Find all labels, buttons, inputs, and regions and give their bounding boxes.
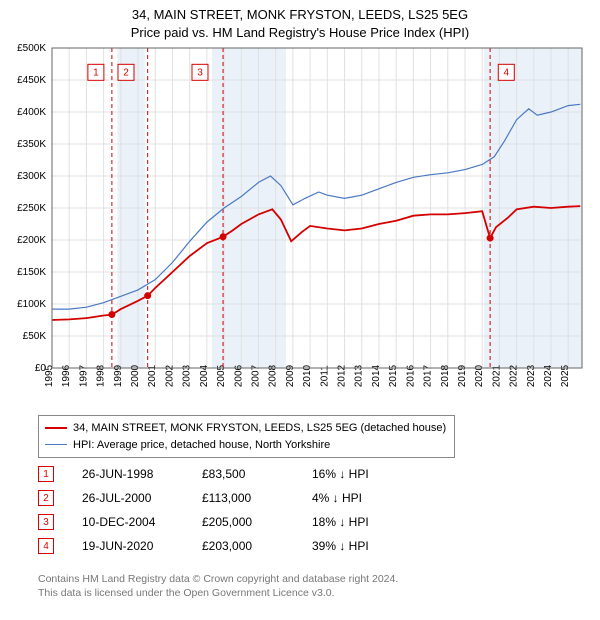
chart-area: £0£50K£100K£150K£200K£250K£300K£350K£400… (0, 42, 600, 407)
svg-text:3: 3 (197, 67, 203, 78)
svg-text:1: 1 (93, 67, 99, 78)
sales-table: 1 26-JUN-1998 £83,500 16% ↓ HPI 2 26-JUL… (38, 462, 442, 558)
sale-pct: 18% ↓ HPI (312, 515, 442, 529)
legend-row-property: 34, MAIN STREET, MONK FRYSTON, LEEDS, LS… (45, 420, 446, 437)
legend: 34, MAIN STREET, MONK FRYSTON, LEEDS, LS… (38, 415, 455, 458)
svg-text:4: 4 (504, 67, 510, 78)
sale-price: £203,000 (202, 539, 312, 553)
table-row: 4 19-JUN-2020 £203,000 39% ↓ HPI (38, 534, 442, 558)
svg-text:£250K: £250K (17, 203, 46, 214)
sale-date: 26-JUL-2000 (82, 491, 202, 505)
sale-date: 26-JUN-1998 (82, 467, 202, 481)
sale-date: 10-DEC-2004 (82, 515, 202, 529)
table-row: 3 10-DEC-2004 £205,000 18% ↓ HPI (38, 510, 442, 534)
sale-marker-2: 2 (38, 490, 54, 506)
svg-text:£500K: £500K (17, 43, 46, 54)
svg-text:£400K: £400K (17, 107, 46, 118)
svg-text:£50K: £50K (23, 331, 47, 342)
footer-attribution: Contains HM Land Registry data © Crown c… (38, 572, 398, 600)
sale-price: £113,000 (202, 491, 312, 505)
table-row: 2 26-JUL-2000 £113,000 4% ↓ HPI (38, 486, 442, 510)
sale-price: £205,000 (202, 515, 312, 529)
legend-swatch-hpi (45, 444, 67, 445)
svg-text:£200K: £200K (17, 235, 46, 246)
legend-row-hpi: HPI: Average price, detached house, Nort… (45, 437, 446, 454)
sale-price: £83,500 (202, 467, 312, 481)
svg-text:£350K: £350K (17, 139, 46, 150)
svg-text:£300K: £300K (17, 171, 46, 182)
title-line1: 34, MAIN STREET, MONK FRYSTON, LEEDS, LS… (0, 6, 600, 24)
table-row: 1 26-JUN-1998 £83,500 16% ↓ HPI (38, 462, 442, 486)
footer-line1: Contains HM Land Registry data © Crown c… (38, 572, 398, 586)
sale-marker-4: 4 (38, 538, 54, 554)
svg-text:£450K: £450K (17, 75, 46, 86)
title-line2: Price paid vs. HM Land Registry's House … (0, 24, 600, 42)
sale-pct: 4% ↓ HPI (312, 491, 442, 505)
sale-marker-3: 3 (38, 514, 54, 530)
legend-label-property: 34, MAIN STREET, MONK FRYSTON, LEEDS, LS… (73, 420, 446, 437)
svg-text:£100K: £100K (17, 299, 46, 310)
footer-line2: This data is licensed under the Open Gov… (38, 586, 398, 600)
sale-pct: 39% ↓ HPI (312, 539, 442, 553)
sale-date: 19-JUN-2020 (82, 539, 202, 553)
legend-swatch-property (45, 427, 67, 429)
sale-marker-1: 1 (38, 466, 54, 482)
line-chart-svg: £0£50K£100K£150K£200K£250K£300K£350K£400… (0, 42, 600, 407)
legend-label-hpi: HPI: Average price, detached house, Nort… (73, 437, 330, 454)
svg-text:2: 2 (123, 67, 129, 78)
svg-text:£150K: £150K (17, 267, 46, 278)
sale-pct: 16% ↓ HPI (312, 467, 442, 481)
chart-title: 34, MAIN STREET, MONK FRYSTON, LEEDS, LS… (0, 0, 600, 41)
